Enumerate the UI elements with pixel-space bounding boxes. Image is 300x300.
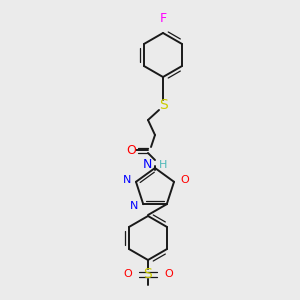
Text: O: O — [123, 269, 132, 279]
Text: N: N — [142, 158, 152, 172]
Text: S: S — [159, 98, 167, 112]
Text: N: N — [123, 175, 131, 185]
Text: N: N — [130, 201, 138, 211]
Text: F: F — [159, 12, 167, 25]
Text: O: O — [164, 269, 173, 279]
Text: O: O — [126, 143, 136, 157]
Text: H: H — [159, 160, 167, 170]
Text: O: O — [180, 175, 189, 185]
Text: S: S — [144, 267, 152, 281]
